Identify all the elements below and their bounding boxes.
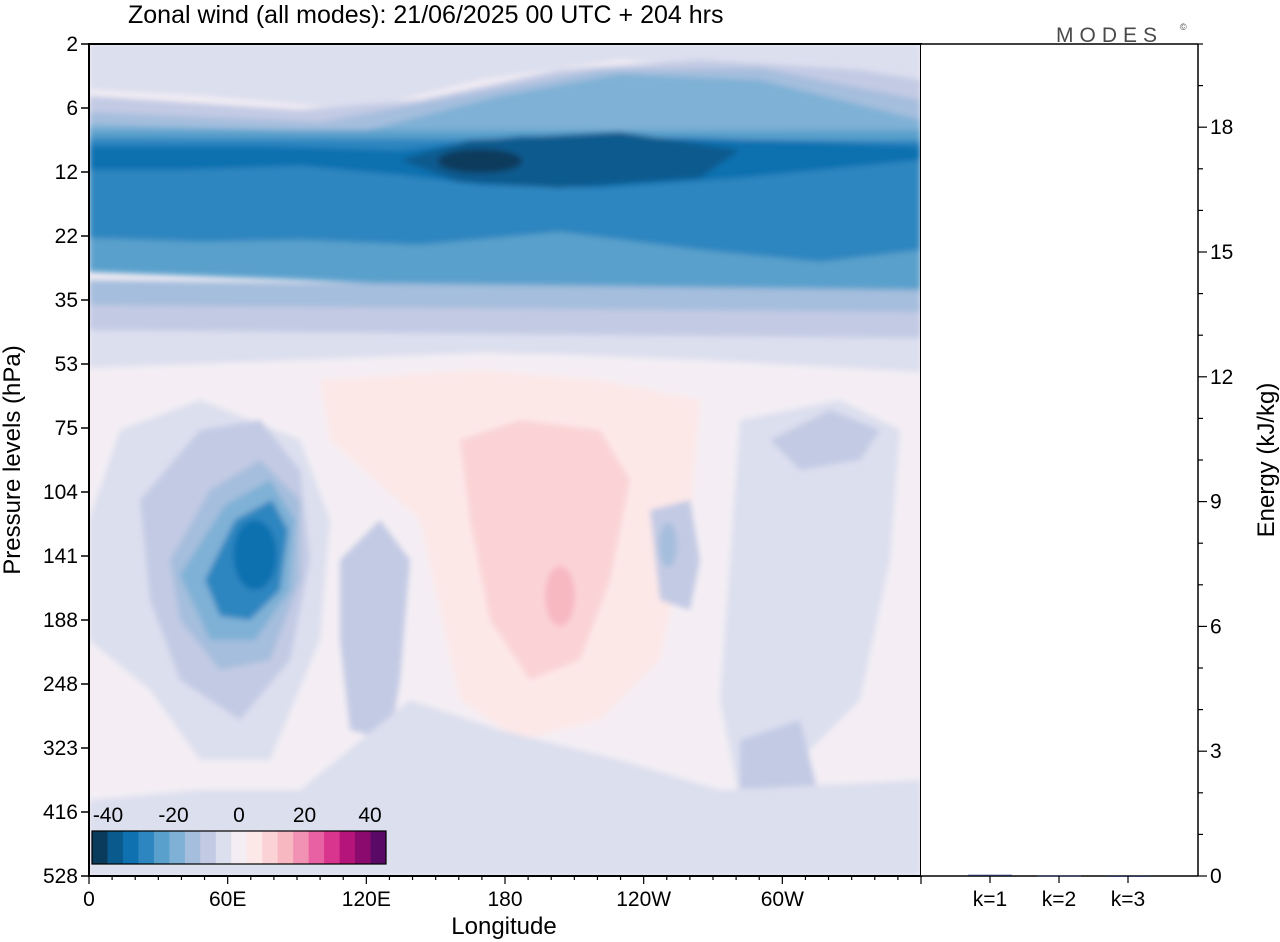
energy-tick-label: 6: [1210, 615, 1222, 638]
colorbar-swatch: [153, 831, 170, 864]
energy-tick-label: 12: [1210, 366, 1233, 389]
colorbar-tick-label: -40: [93, 804, 123, 827]
colorbar-frame: [91, 830, 387, 865]
y-tick-label: 323: [43, 737, 78, 760]
y-tick-label: 12: [55, 161, 78, 184]
contour-jet-core: [400, 132, 740, 188]
x-tick-label: 60E: [209, 888, 246, 911]
contour-west-trough-core: [233, 520, 277, 590]
chart-title: Zonal wind (all modes): 21/06/2025 00 UT…: [128, 1, 723, 29]
colorbar-swatch: [215, 831, 232, 864]
energy-tick-label: 0: [1210, 865, 1222, 888]
energy-tick-label: 9: [1210, 491, 1222, 514]
energy-axis: 0 3 6 9 12 15 18: [1198, 43, 1233, 888]
colorbar-swatch: [308, 831, 325, 864]
energy-bars: k=1 k=2 k=3: [968, 874, 1150, 911]
heatmap-panel: [89, 44, 921, 876]
colorbar-swatch: [293, 831, 310, 864]
brand-mark: ©: [1180, 22, 1187, 32]
colorbar-swatch: [246, 831, 263, 864]
x-tick-label: 180: [487, 888, 522, 911]
colorbar-swatch: [107, 831, 124, 864]
x-tick-label: 0: [83, 888, 95, 911]
y-tick-label: 141: [43, 545, 78, 568]
energy-axis-label: Energy (kJ/kg): [1253, 383, 1280, 538]
x-tick-label: 60W: [761, 888, 804, 911]
y-tick-label: 75: [55, 417, 78, 440]
colorbar: -40 -20 0 20 40: [91, 804, 387, 865]
energy-bar: [968, 874, 1012, 876]
x-tick-label: 120E: [342, 888, 391, 911]
contour-band-top: [89, 44, 921, 110]
colorbar-swatch: [355, 831, 372, 864]
colorbar-swatch: [339, 831, 356, 864]
colorbar-swatch: [324, 831, 341, 864]
energy-category-label: k=1: [973, 888, 1007, 911]
pressure-axis: 2 6 12 22 35 53 75 104 141 188 248 323 416 528: [43, 33, 89, 888]
contour-east-right-light: [770, 410, 880, 470]
contour-east-right: [720, 400, 900, 800]
y-tick-label: 528: [43, 865, 78, 888]
longitude-axis: 0 60E 120E 180 120W 60W: [83, 876, 922, 911]
colorbar-tick-label: 0: [233, 804, 245, 827]
modes-logo: MODES ©: [1056, 22, 1187, 47]
colorbar-tick-label: 40: [358, 804, 381, 827]
y-tick-label: 188: [43, 609, 78, 632]
y-tick-label: 6: [66, 97, 78, 120]
contour-jet-peak: [438, 149, 522, 173]
brand-text: MODES: [1056, 24, 1163, 47]
contour-west-peak: [545, 566, 575, 626]
colorbar-swatch: [277, 831, 294, 864]
y-tick-label: 22: [55, 225, 78, 248]
colorbar-swatch: [169, 831, 186, 864]
colorbar-tick-label: -20: [158, 804, 188, 827]
colorbar-swatch: [370, 831, 387, 864]
colorbar-swatch: [262, 831, 279, 864]
y-tick-label: 35: [55, 289, 78, 312]
energy-category-label: k=3: [1111, 888, 1145, 911]
energy-tick-label: 15: [1210, 241, 1233, 264]
y-tick-label: 53: [55, 353, 78, 376]
y-tick-label: 104: [43, 481, 78, 504]
y-tick-label: 248: [43, 673, 78, 696]
x-tick-label: 120W: [616, 888, 671, 911]
colorbar-swatch: [231, 831, 248, 864]
y-tick-label: 2: [66, 33, 78, 56]
colorbar-swatch: [138, 831, 155, 864]
colorbar-tick-label: 20: [293, 804, 316, 827]
energy-tick-label: 18: [1210, 116, 1233, 139]
colorbar-swatch: [122, 831, 139, 864]
energy-category-label: k=2: [1042, 888, 1076, 911]
colorbar-swatch: [184, 831, 201, 864]
contour-east-160W-core: [659, 523, 677, 567]
contour-west-core: [460, 420, 630, 680]
y-axis-label: Pressure levels (hPa): [0, 345, 26, 574]
colorbar-swatch: [200, 831, 217, 864]
contour-east-band-120E: [340, 520, 410, 740]
x-axis-label: Longitude: [451, 913, 556, 940]
energy-tick-label: 3: [1210, 740, 1222, 763]
energy-panel: [921, 44, 1198, 876]
colorbar-swatch: [92, 831, 108, 864]
contour-lower-faint: [89, 330, 921, 372]
y-tick-label: 416: [43, 801, 78, 824]
